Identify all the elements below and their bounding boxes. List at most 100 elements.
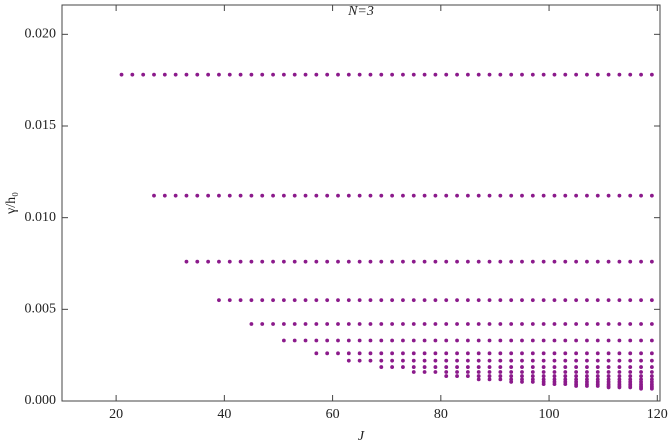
- point: [401, 72, 405, 77]
- point: [487, 72, 492, 77]
- point: [628, 351, 633, 356]
- point: [368, 358, 373, 363]
- point: [465, 298, 470, 303]
- point: [574, 298, 579, 303]
- point: [649, 386, 654, 391]
- point: [422, 259, 427, 264]
- point: [520, 298, 524, 303]
- point: [336, 298, 340, 303]
- point: [422, 193, 427, 198]
- point: [379, 358, 384, 363]
- point: [498, 259, 503, 264]
- point: [498, 72, 503, 77]
- point: [411, 358, 416, 363]
- point: [574, 338, 579, 343]
- point: [455, 351, 459, 356]
- point: [617, 358, 622, 363]
- point: [314, 298, 319, 303]
- point: [465, 351, 470, 356]
- y-tick-label: 0.010: [25, 210, 57, 225]
- point: [227, 193, 232, 198]
- point: [563, 338, 568, 343]
- point: [422, 358, 427, 363]
- point: [217, 193, 221, 198]
- point: [541, 382, 546, 387]
- point: [476, 72, 481, 77]
- point: [552, 365, 557, 369]
- point: [249, 193, 254, 198]
- point: [303, 259, 308, 264]
- point: [271, 259, 275, 264]
- point: [606, 193, 611, 198]
- point: [617, 385, 622, 390]
- point: [465, 322, 470, 326]
- point: [509, 365, 514, 369]
- point: [617, 298, 622, 303]
- point: [325, 338, 330, 343]
- point: [411, 298, 416, 303]
- point: [530, 380, 535, 384]
- point: [292, 322, 297, 326]
- point: [303, 338, 308, 343]
- point: [141, 72, 146, 77]
- point: [455, 298, 459, 303]
- point: [346, 338, 351, 343]
- point: [617, 72, 622, 77]
- point: [227, 72, 232, 77]
- point: [520, 370, 524, 374]
- point: [639, 72, 643, 77]
- point: [628, 365, 633, 369]
- point: [530, 358, 535, 363]
- point: [249, 322, 254, 326]
- point: [455, 193, 459, 198]
- point: [433, 358, 438, 363]
- point: [368, 259, 373, 264]
- point: [585, 193, 589, 198]
- point: [509, 374, 514, 378]
- x-tick-label: 20: [109, 407, 123, 422]
- point: [628, 298, 633, 303]
- point: [476, 322, 481, 326]
- y-tick-label: 0.020: [25, 27, 57, 42]
- point: [487, 338, 492, 343]
- point: [639, 358, 643, 363]
- point: [552, 370, 557, 374]
- point: [476, 351, 481, 356]
- point: [455, 374, 459, 378]
- point: [498, 351, 503, 356]
- point: [509, 380, 514, 384]
- point: [325, 351, 330, 356]
- point: [314, 72, 319, 77]
- point: [411, 351, 416, 356]
- point: [433, 365, 438, 369]
- point: [455, 322, 459, 326]
- point: [552, 374, 557, 378]
- point: [336, 338, 340, 343]
- point: [530, 259, 535, 264]
- point: [498, 193, 503, 198]
- point: [379, 322, 384, 326]
- point: [314, 351, 319, 356]
- point: [617, 338, 622, 343]
- point: [401, 338, 405, 343]
- point: [628, 385, 633, 390]
- point: [509, 72, 514, 77]
- point: [563, 382, 568, 387]
- point: [444, 351, 449, 356]
- point: [357, 358, 362, 363]
- point: [368, 72, 373, 77]
- point: [184, 72, 189, 77]
- point: [520, 374, 524, 378]
- point: [530, 72, 535, 77]
- point: [498, 322, 503, 326]
- point: [271, 193, 275, 198]
- point: [541, 322, 546, 326]
- point: [455, 365, 459, 369]
- point: [585, 365, 589, 369]
- point: [455, 358, 459, 363]
- point: [422, 370, 427, 374]
- point: [628, 259, 633, 264]
- y-tick-label: 0.015: [25, 118, 57, 133]
- point: [401, 358, 405, 363]
- point: [249, 72, 254, 77]
